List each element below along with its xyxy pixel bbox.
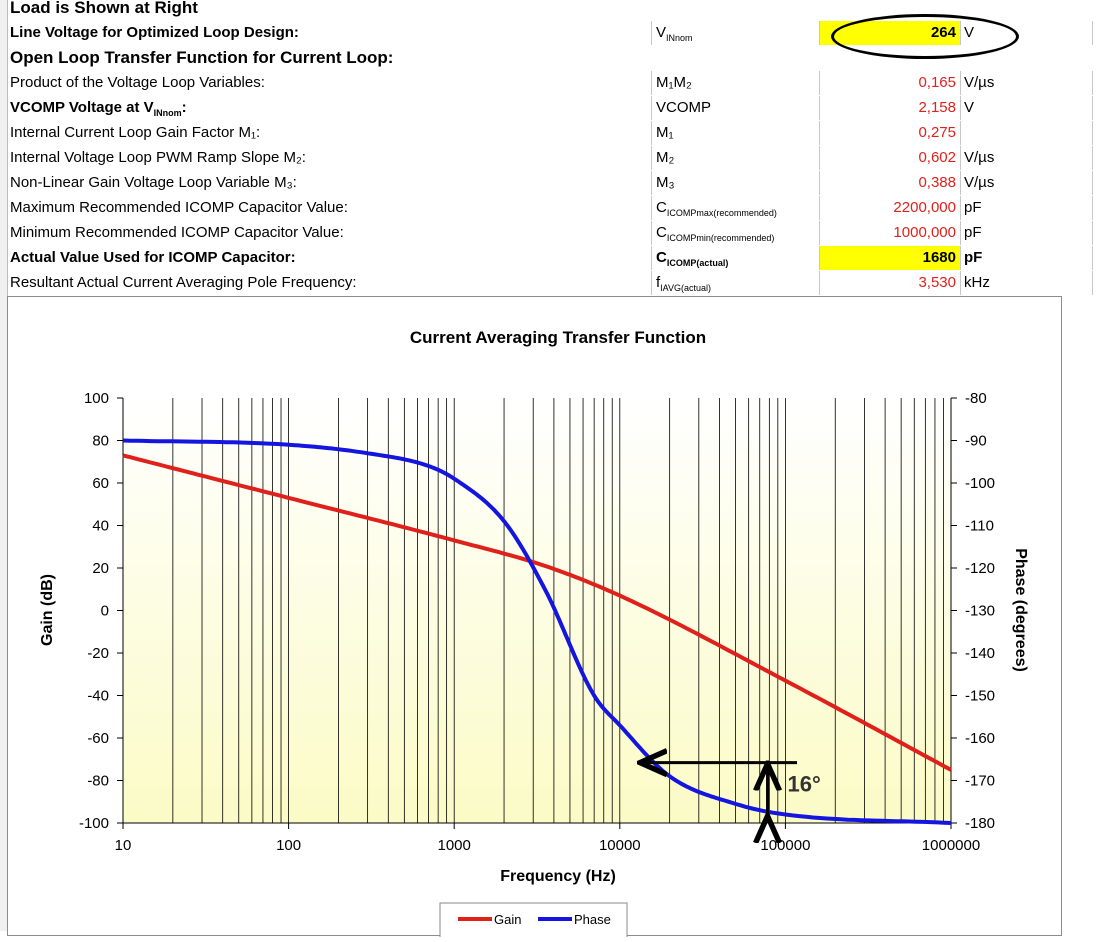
y2-tick-label: -140 [965, 645, 995, 662]
cell-label[interactable]: Product of the Voltage Loop Variables: [7, 71, 652, 95]
cell-symbol[interactable]: M₂ [652, 146, 820, 170]
y2-tick-label: -160 [965, 730, 995, 747]
x-axis-label: Frequency (Hz) [500, 868, 616, 885]
series-phase-line [122, 438, 952, 825]
y-tick-label: -100 [79, 815, 109, 832]
cell-value[interactable]: 0,165 [820, 71, 961, 95]
y2-tick-label: -100 [965, 475, 995, 492]
y-tick-label: 0 [101, 603, 109, 620]
cell-symbol[interactable]: M₃ [652, 171, 820, 195]
y2-tick-label: -180 [965, 815, 995, 832]
label-end: : [181, 99, 187, 116]
cell-value[interactable]: 0,388 [820, 171, 961, 195]
y2-tick-label: -170 [965, 773, 995, 790]
chart-legend: Gain Phase [439, 902, 628, 942]
cell-label[interactable]: VCOMP Voltage at VINnom: [7, 96, 652, 120]
cell-unit[interactable]: V [961, 96, 1093, 120]
legend-gain-label: Gain [494, 912, 521, 927]
y-tick-label: -60 [87, 730, 109, 747]
cell-unit[interactable]: pF [961, 221, 1093, 245]
y-tick-label: -80 [87, 773, 109, 790]
y2-tick-label: -150 [965, 688, 995, 705]
cell-label[interactable]: Maximum Recommended ICOMP Capacitor Valu… [7, 196, 652, 220]
label-main: VCOMP Voltage at V [10, 99, 154, 116]
cell-symbol[interactable]: VCOMP [652, 96, 820, 120]
cell-unit[interactable]: pF [961, 196, 1093, 220]
series-lines [122, 438, 952, 825]
cell-unit[interactable]: V/µs [961, 146, 1093, 170]
cell-symbol[interactable]: VINnom [652, 21, 820, 45]
symbol-main: C [656, 199, 667, 216]
symbol-subscript: ICOMP(actual) [666, 258, 729, 268]
cell-label[interactable]: Load is Shown at Right [10, 0, 198, 17]
icomp-capacitor-input[interactable]: 1680 [820, 246, 961, 270]
plot-area [123, 398, 951, 823]
y2-tick-label: -130 [965, 603, 995, 620]
x-tick-label: 1000000 [922, 837, 980, 854]
cell-symbol[interactable]: fIAVG(actual) [652, 271, 820, 295]
symbol-subscript: ICOMPmax(recommended) [666, 208, 777, 218]
symbol-subscript: IAVG(actual) [660, 283, 712, 293]
cell-symbol[interactable]: M₁ [652, 121, 820, 145]
cell-value[interactable]: 2,158 [820, 96, 961, 120]
x-tick-label: 100 [276, 837, 301, 854]
cell-symbol[interactable]: M₁M₂ [652, 71, 820, 95]
cell-label[interactable]: Line Voltage for Optimized Loop Design: [7, 21, 652, 45]
symbol-subscript: INnom [666, 33, 693, 43]
y-tick-label: 60 [92, 475, 109, 492]
y-tick-label: -20 [87, 645, 109, 662]
x-tick-label: 100000 [760, 837, 810, 854]
symbol-main: V [656, 24, 667, 41]
symbol-main: C [656, 224, 667, 241]
symbol-subscript: ICOMPmin(recommended) [666, 233, 775, 243]
y-tick-label: 20 [92, 560, 109, 577]
symbol-main: f [656, 274, 661, 291]
phase-margin-annotation: 16° [643, 763, 821, 819]
transfer-function-chart: Current Averaging Transfer Function 1008… [39, 328, 1029, 942]
cell-value[interactable]: 3,530 [820, 271, 961, 295]
y2-axis-label: Phase (degrees) [1012, 548, 1029, 672]
x-tick-label: 10 [115, 837, 132, 854]
cell-label[interactable]: Actual Value Used for ICOMP Capacitor: [7, 246, 652, 270]
cell-symbol[interactable]: CICOMPmin(recommended) [652, 221, 820, 245]
highlight-oval [831, 14, 1019, 59]
cell-value[interactable]: 2200,000 [820, 196, 961, 220]
cell-unit[interactable]: kHz [961, 271, 1093, 295]
cell-label[interactable]: Resultant Actual Current Averaging Pole … [7, 271, 652, 295]
cell-unit[interactable]: V/µs [961, 71, 1093, 95]
cell-value[interactable]: 0,275 [820, 121, 961, 145]
cell-value[interactable]: 1000,000 [820, 221, 961, 245]
series-gain-line [122, 453, 952, 772]
cell-symbol[interactable]: CICOMPmax(recommended) [652, 196, 820, 220]
axes: 100 80 60 40 20 0 -20 -40 -60 -80 -100 -80 -90 -100 -1… [79, 390, 995, 854]
y-tick-label: -40 [87, 688, 109, 705]
chart-object[interactable]: Current Averaging Transfer Function 100 8… [7, 296, 1062, 942]
chart-title: Current Averaging Transfer Function [410, 328, 706, 347]
y2-tick-label: -110 [965, 518, 994, 535]
y2-tick-label: -80 [965, 390, 987, 407]
label-subscript: INnom [153, 108, 182, 118]
x-tick-label: 1000 [438, 837, 471, 854]
symbol-main: C [656, 249, 667, 266]
section-heading[interactable]: Open Loop Transfer Function for Current … [10, 48, 394, 67]
cell-label[interactable]: Internal Voltage Loop PWM Ramp Slope M₂: [7, 146, 652, 170]
y-axis-label: Gain (dB) [39, 574, 56, 646]
y-tick-label: 80 [92, 433, 109, 450]
y2-tick-label: -90 [965, 433, 987, 450]
cell-value[interactable]: 0,602 [820, 146, 961, 170]
y2-tick-label: -120 [965, 560, 995, 577]
legend-phase-label: Phase [574, 912, 611, 927]
cell-label[interactable]: Internal Current Loop Gain Factor M₁: [7, 121, 652, 145]
cell-label[interactable]: Minimum Recommended ICOMP Capacitor Valu… [7, 221, 652, 245]
phase-margin-label: 16° [788, 772, 821, 797]
cell-label[interactable]: Non-Linear Gain Voltage Loop Variable M₃… [7, 171, 652, 195]
y-tick-label: 40 [92, 518, 109, 535]
y-tick-label: 100 [84, 390, 109, 407]
x-tick-label: 10000 [599, 837, 641, 854]
cell-unit[interactable] [961, 121, 1093, 145]
cell-symbol[interactable]: CICOMP(actual) [652, 246, 820, 270]
cell-unit[interactable]: pF [961, 246, 1093, 270]
cell-unit[interactable]: V/µs [961, 171, 1093, 195]
